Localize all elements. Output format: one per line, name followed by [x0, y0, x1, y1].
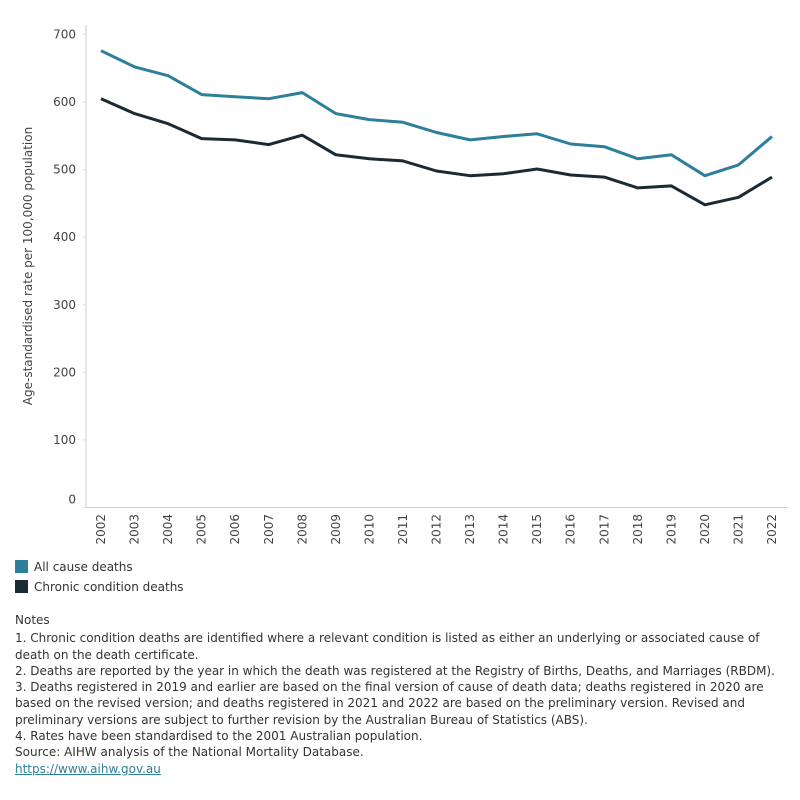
note-line: 3. Deaths registered in 2019 and earlier…: [15, 680, 764, 727]
link[interactable]: https://www.aihw.gov.au: [15, 761, 161, 776]
note-line: 2. Deaths are reported by the year in wh…: [15, 663, 775, 678]
x-tick-label: 2004: [161, 514, 175, 545]
x-tick-label: 2011: [396, 514, 410, 545]
notes: Notes 1. Chronic condition deaths are id…: [15, 612, 785, 777]
x-tick-label: 2005: [195, 514, 209, 545]
y-tick-label: 500: [53, 163, 76, 177]
x-tick-label: 2020: [698, 514, 712, 545]
note-line: Source: AIHW analysis of the National Mo…: [15, 745, 364, 760]
y-tick-label: 0: [68, 493, 76, 507]
x-tick-label: 2015: [530, 514, 544, 545]
legend-swatch: [15, 580, 28, 593]
x-tick-label: 2012: [430, 514, 444, 545]
x-tick-label: 2010: [362, 514, 376, 545]
legend-swatch: [15, 560, 28, 573]
x-tick-label: 2007: [262, 514, 276, 545]
legend-label: Chronic condition deaths: [34, 580, 184, 594]
x-tick-label: 2017: [597, 514, 611, 545]
x-tick-label: 2018: [631, 514, 645, 545]
note-lines: 1. Chronic condition deaths are identifi…: [15, 630, 785, 760]
y-axis-label: Age-standardised rate per 100,000 popula…: [21, 127, 35, 405]
x-tick-label: 2002: [94, 514, 108, 545]
x-tick-label: 2019: [664, 514, 678, 545]
x-tick-label: 2008: [295, 514, 309, 545]
x-tick-label: 2009: [329, 514, 343, 545]
x-tick-label: 2006: [228, 514, 242, 545]
x-tick-label: 2021: [731, 514, 745, 545]
chart: Age-standardised rate per 100,000 popula…: [15, 25, 788, 594]
y-tick-label: 400: [53, 230, 76, 244]
y-tick-label: 700: [53, 28, 76, 42]
x-tick-label: 2014: [497, 514, 511, 545]
x-tick-label: 2016: [564, 514, 578, 545]
note-line: 1. Chronic condition deaths are identifi…: [15, 631, 760, 662]
x-tick-label: 2022: [765, 514, 779, 545]
legend-label: All cause deaths: [34, 560, 133, 574]
x-tick-label: 2003: [128, 514, 142, 545]
y-tick-label: 600: [53, 95, 76, 109]
note-line: 4. Rates have been standardised to the 2…: [15, 729, 423, 744]
x-tick-label: 2013: [463, 514, 477, 545]
notes-heading: Notes: [15, 613, 50, 627]
series-line: [100, 49, 773, 178]
series-line: [100, 97, 773, 207]
y-tick-label: 200: [53, 365, 76, 379]
y-tick-label: 100: [53, 433, 76, 447]
y-tick-label: 300: [53, 298, 76, 312]
